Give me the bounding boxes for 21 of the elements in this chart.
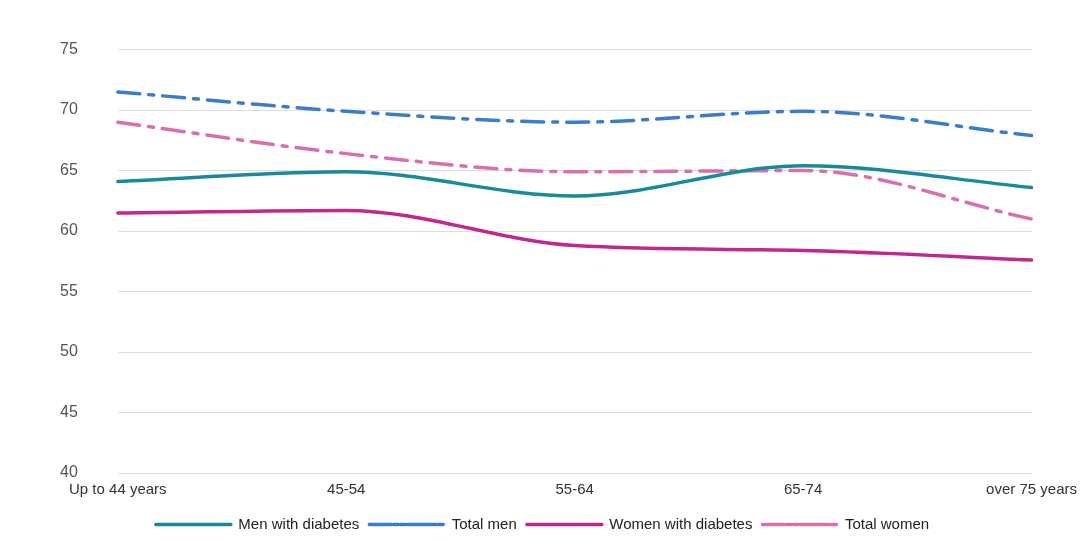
line-series	[116, 208, 1034, 262]
legend-label: Total women	[844, 514, 930, 532]
legend-label: Total men	[451, 514, 517, 532]
y-tick-label: 45	[60, 402, 78, 420]
y-tick-label: 50	[60, 342, 78, 360]
x-tick-label: Up to 44 years	[69, 480, 167, 498]
line-series	[116, 90, 1034, 138]
x-tick-label: 45-54	[327, 480, 366, 498]
x-tick-label: over 75 years	[986, 480, 1078, 498]
y-tick-label: 70	[60, 100, 78, 118]
x-tick-label: 55-64	[555, 480, 594, 498]
y-tick-label: 40	[60, 463, 78, 481]
y-tick-label: 55	[60, 281, 78, 299]
legend-label: Women with diabetes	[609, 514, 753, 532]
line-series	[116, 120, 1034, 221]
line-series	[116, 163, 1034, 198]
y-tick-label: 60	[60, 221, 78, 239]
x-tick-label: 65-74	[783, 480, 823, 498]
y-tick-label: 65	[60, 160, 78, 178]
legend-label: Men with diabetes	[238, 514, 360, 532]
y-tick-label: 75	[60, 40, 78, 58]
